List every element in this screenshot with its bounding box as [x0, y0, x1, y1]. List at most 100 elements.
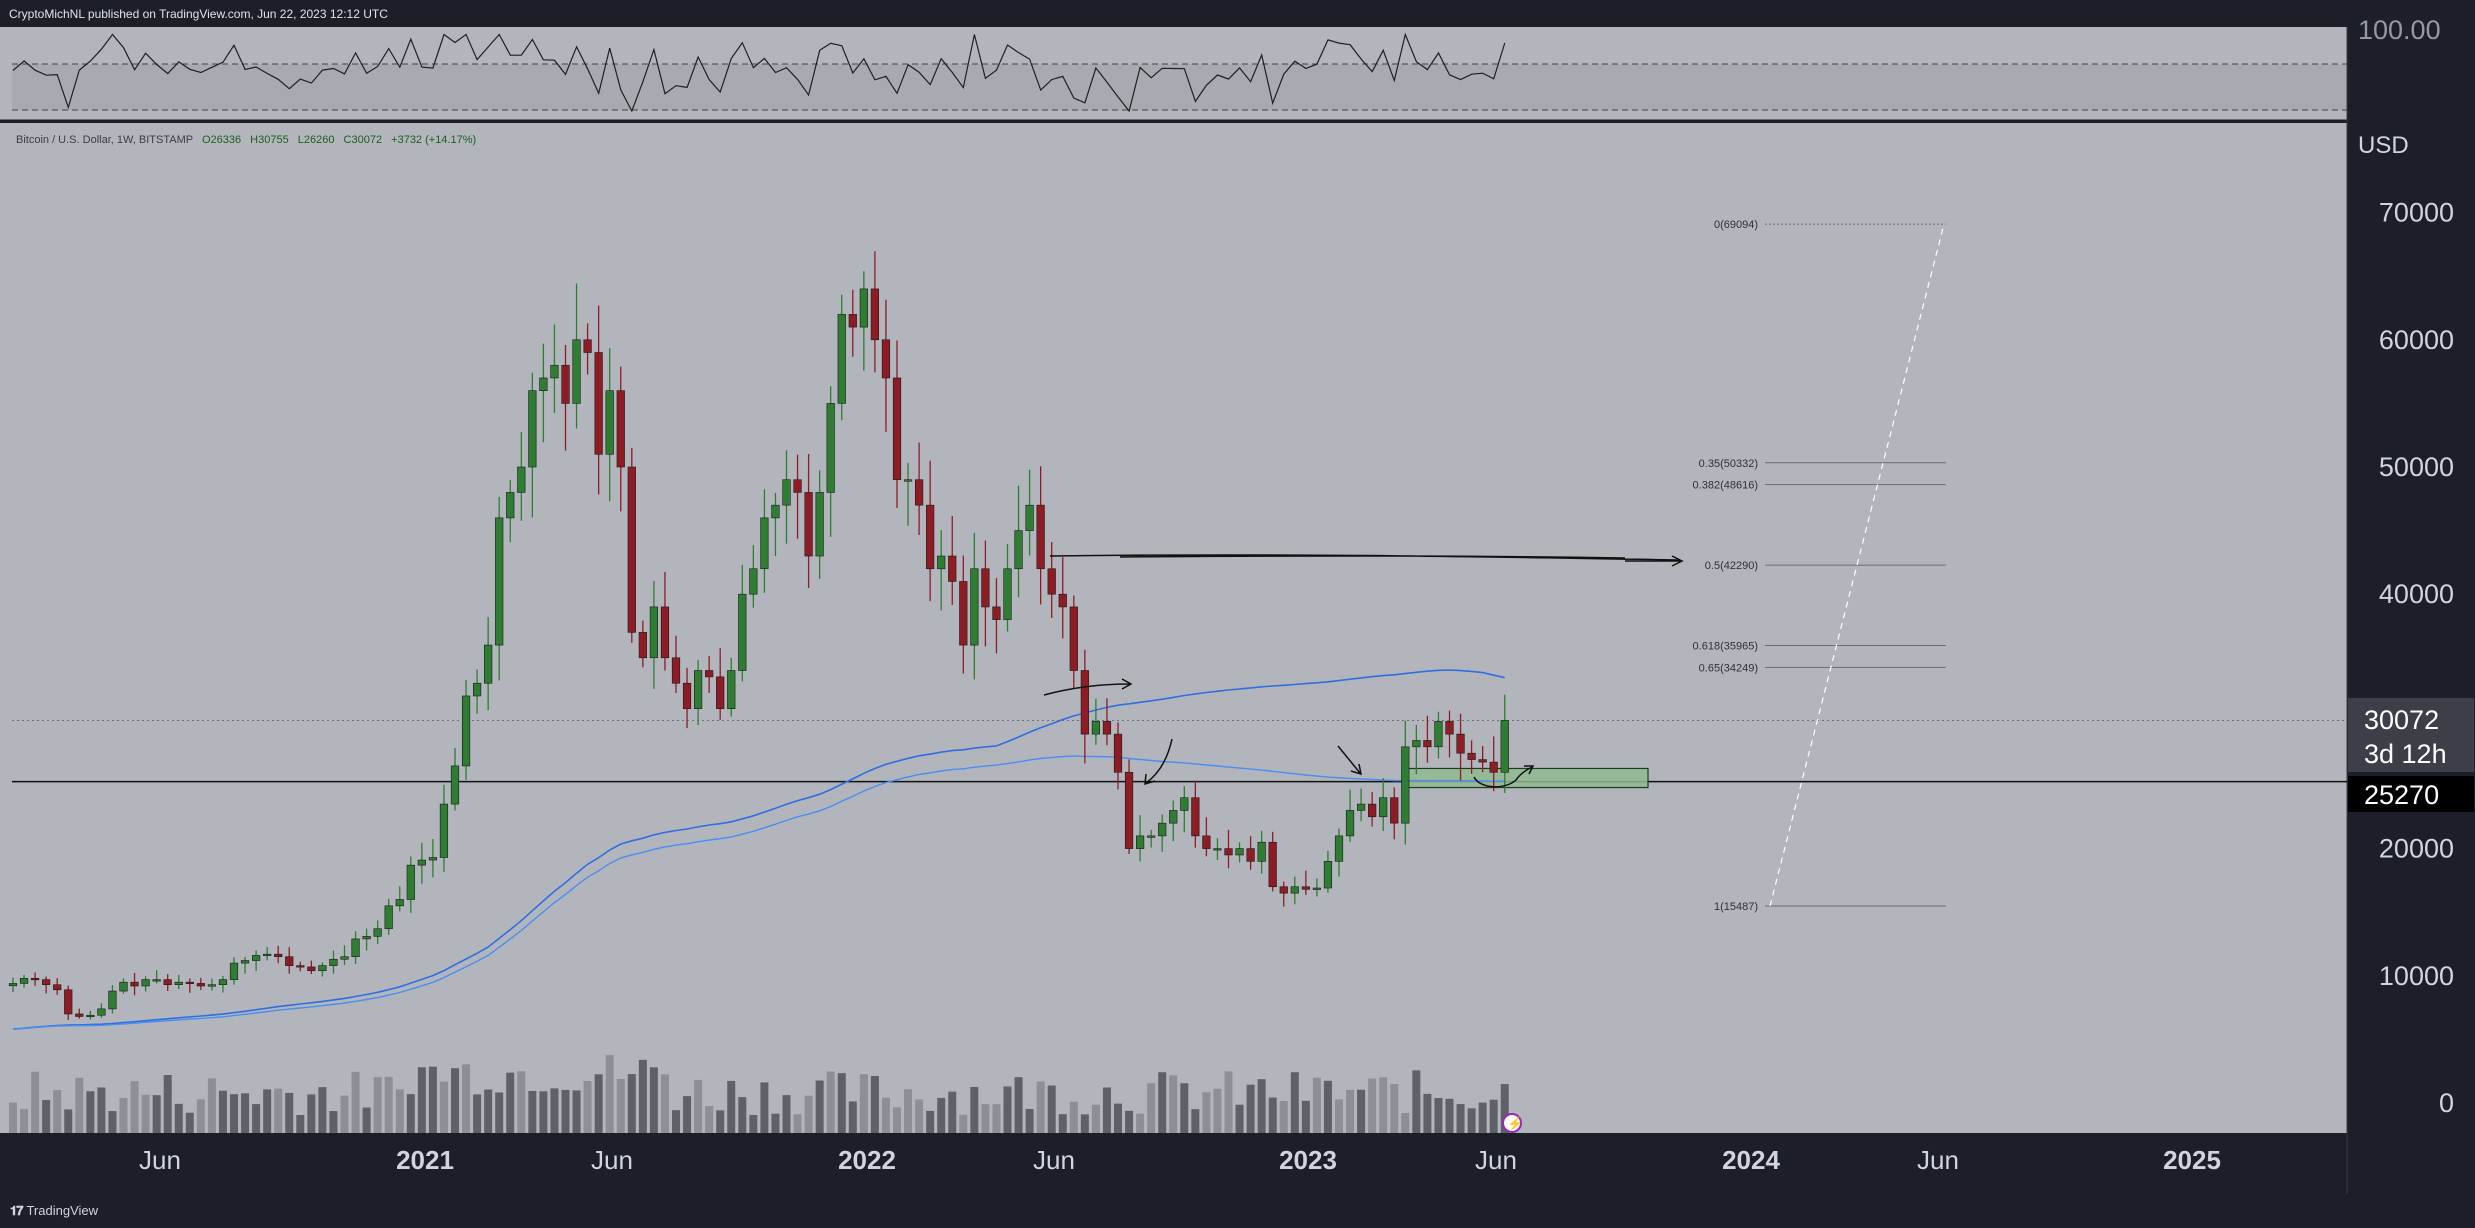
bear-candle [1467, 752, 1476, 760]
volume-bar [904, 1089, 913, 1133]
volume-bar [738, 1097, 747, 1133]
bull-candle [539, 377, 548, 391]
bear-candle [1058, 593, 1067, 608]
time-tick-label: 2024 [1722, 1145, 1780, 1175]
bull-candle [771, 504, 780, 519]
volume-bar [230, 1094, 238, 1133]
price-tick-label: 0 [2439, 1088, 2454, 1118]
volume-bar [1003, 1086, 1012, 1133]
candlesticks[interactable] [8, 251, 1509, 1020]
bull-candle [1357, 803, 1366, 811]
fib-level-label: 1(15487) [1714, 901, 1758, 913]
volume-bar [926, 1110, 935, 1133]
lightning-icon: ⚡ [1507, 1116, 1523, 1132]
volume-bar [826, 1071, 835, 1133]
bull-candle [218, 979, 228, 986]
volume-bar [484, 1089, 493, 1133]
volume-bar [1257, 1079, 1266, 1133]
volume-bar [959, 1114, 968, 1133]
volume-bar [1180, 1083, 1189, 1133]
bull-candle [318, 965, 327, 972]
volume-bar [384, 1076, 393, 1133]
volume-bar [771, 1113, 780, 1133]
bear-candle [1368, 803, 1377, 818]
tradingview-logo[interactable]: 𝟏𝟕 TradingView [10, 1203, 98, 1219]
time-axis-bg [0, 1133, 2475, 1194]
time-tick-label: Jun [139, 1145, 181, 1175]
bull-candle [1334, 835, 1344, 862]
volume-bar [1290, 1072, 1299, 1133]
bull-candle [550, 364, 559, 379]
drawings[interactable] [1043, 554, 1684, 788]
header-bar: CryptoMichNL published on TradingView.co… [0, 0, 2475, 27]
bull-candle [1290, 886, 1299, 894]
volume-bar [694, 1079, 703, 1133]
bull-candle [141, 979, 150, 987]
bear-candle [716, 676, 725, 709]
bull-candle [506, 492, 515, 519]
bear-candle [1301, 886, 1310, 890]
bull-candle [395, 899, 404, 907]
bull-candle [1136, 835, 1145, 849]
bear-candle [992, 606, 1001, 620]
volume-bar [163, 1075, 172, 1133]
volume-bar [992, 1104, 1001, 1133]
bear-candle [1102, 721, 1112, 735]
rsi-top-tick: 100.00 [2358, 15, 2441, 45]
target-scribble [1049, 554, 1681, 561]
bull-candle [837, 314, 846, 404]
volume-bar [605, 1054, 614, 1133]
volume-bar [517, 1071, 526, 1133]
volume-bar [1467, 1108, 1476, 1133]
bear-candle [296, 965, 305, 968]
volume-bar [1301, 1100, 1310, 1133]
fib-trend-line [1769, 223, 1945, 907]
price-tick-label: 70000 [2379, 198, 2454, 228]
volume-bar [539, 1091, 548, 1133]
ohlc-change: +3732 (+14.17%) [391, 134, 476, 146]
volume-bars [9, 1054, 1509, 1133]
volume-bar [672, 1110, 680, 1133]
fibonacci-retracement[interactable]: 0(69094) 0.35(50332) 0.382(48616) 0.5(42290… [1693, 219, 1946, 913]
bear-candle [130, 981, 139, 987]
rsi-line [12, 32, 1506, 113]
volume-bar [417, 1067, 426, 1133]
bear-candle [1224, 848, 1233, 856]
bull-candle [1345, 810, 1355, 837]
bull-candle [1312, 887, 1321, 890]
bear-candle [793, 479, 802, 493]
bear-candle [926, 504, 935, 570]
fib-level-label: 0.618(35965) [1693, 641, 1758, 653]
bull-candle [605, 390, 614, 455]
bear-candle [948, 555, 957, 582]
volume-bar [1136, 1113, 1145, 1133]
tradingview-logo-icon: 𝟏𝟕 [10, 1203, 24, 1218]
bear-candle [1268, 841, 1277, 888]
bull-candle [517, 466, 526, 493]
volume-bar [561, 1089, 570, 1133]
volume-bar [749, 1114, 758, 1133]
bull-candle [649, 606, 658, 659]
volume-bar [296, 1114, 305, 1133]
bull-candle [252, 955, 261, 961]
volume-bar [627, 1074, 636, 1133]
publisher-line: CryptoMichNL published on TradingView.co… [9, 7, 388, 21]
volume-bar [804, 1095, 813, 1133]
ohlc-low: L26260 [298, 134, 335, 146]
volume-bar [451, 1068, 459, 1133]
volume-bar [1434, 1097, 1443, 1133]
volume-bar [815, 1080, 824, 1133]
replay-icon[interactable] [1502, 1113, 1522, 1133]
volume-bar [705, 1105, 714, 1133]
bull-candle [815, 492, 824, 557]
volume-bar [1080, 1114, 1089, 1133]
time-tick-label: 2022 [838, 1145, 896, 1175]
bull-candle [263, 953, 272, 956]
bear-candle [185, 981, 194, 984]
price-unit: USD [2358, 132, 2409, 159]
volume-bar [760, 1082, 769, 1133]
volume-bar [594, 1074, 603, 1133]
bull-candle [1003, 568, 1012, 620]
volume-bar [1323, 1080, 1332, 1133]
